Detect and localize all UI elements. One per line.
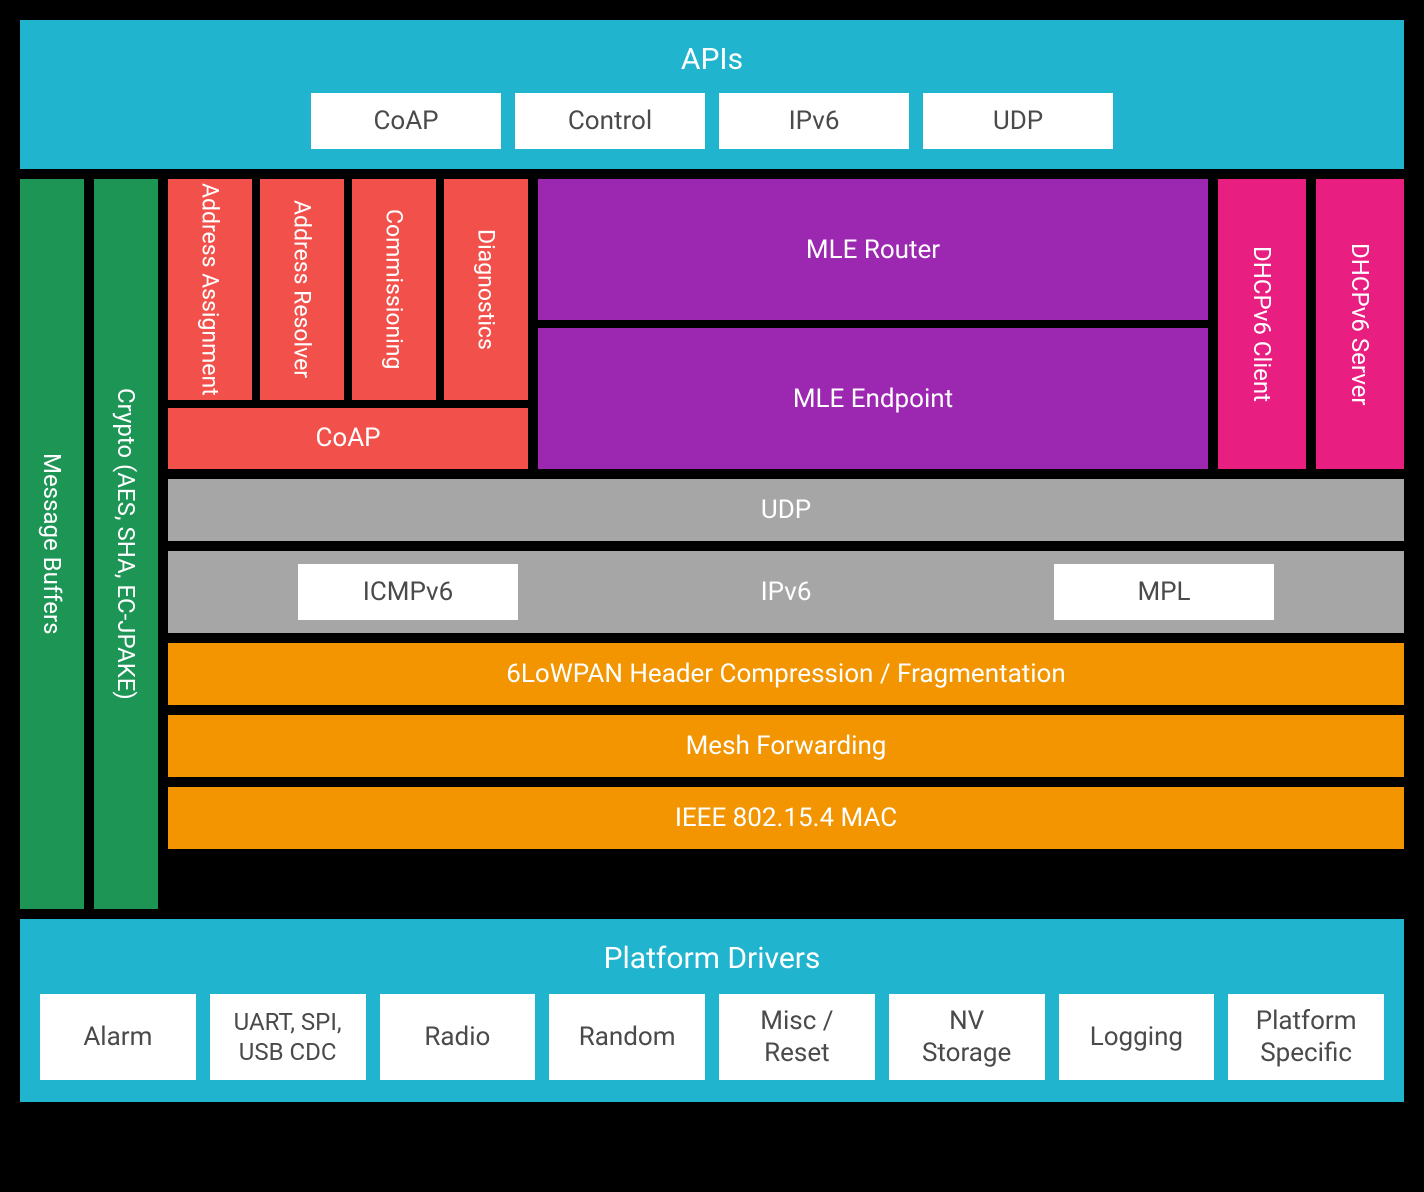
red-addr-assign: Address Assignment (168, 179, 252, 400)
red-commissioning: Commissioning (352, 179, 436, 400)
driver-misc-label: Misc /Reset (760, 1005, 833, 1070)
red-addr-resolver: Address Resolver (260, 179, 344, 400)
apis-section: APIs CoAP Control IPv6 UDP (20, 20, 1404, 169)
pink-group: DHCPv6 Client DHCPv6 Server (1218, 179, 1404, 469)
driver-logging: Logging (1059, 994, 1215, 1080)
driver-alarm: Alarm (40, 994, 196, 1080)
driver-platform: PlatformSpecific (1228, 994, 1384, 1080)
purple-mle-router: MLE Router (538, 179, 1208, 320)
orange-mesh: Mesh Forwarding (168, 715, 1404, 777)
red-group: Address Assignment Address Resolver Comm… (168, 179, 528, 469)
pink-dhcp-client: DHCPv6 Client (1218, 179, 1306, 469)
message-buffers-col: Message Buffers (20, 179, 84, 909)
gray-icmpv6: ICMPv6 (298, 564, 518, 620)
gray-udp: UDP (168, 479, 1404, 541)
api-box-udp: UDP (923, 93, 1113, 149)
middle-stack: Message Buffers Crypto (AES, SHA, EC-JPA… (20, 179, 1404, 909)
orange-6lowpan: 6LoWPAN Header Compression / Fragmentati… (168, 643, 1404, 705)
api-box-control: Control (515, 93, 705, 149)
driver-misc: Misc /Reset (719, 994, 875, 1080)
driver-uart-label: UART, SPI, USB CDC (210, 1007, 366, 1067)
pink-dhcp-server: DHCPv6 Server (1316, 179, 1404, 469)
purple-mle-endpoint: MLE Endpoint (538, 328, 1208, 469)
right-main: Address Assignment Address Resolver Comm… (168, 179, 1404, 909)
red-coap: CoAP (168, 408, 528, 469)
upper-row: Address Assignment Address Resolver Comm… (168, 179, 1404, 469)
gray-mpl: MPL (1054, 564, 1274, 620)
red-top-row: Address Assignment Address Resolver Comm… (168, 179, 528, 400)
gray-ipv6-row: ICMPv6 IPv6 MPL (168, 551, 1404, 633)
api-box-ipv6: IPv6 (719, 93, 909, 149)
driver-platform-label: PlatformSpecific (1256, 1005, 1357, 1070)
driver-nv-label: NVStorage (922, 1005, 1011, 1070)
driver-uart: UART, SPI, USB CDC (210, 994, 366, 1080)
crypto-col: Crypto (AES, SHA, EC-JPAKE) (94, 179, 158, 909)
gray-ipv6-center: IPv6 (518, 577, 1054, 607)
api-box-coap: CoAP (311, 93, 501, 149)
drivers-title: Platform Drivers (40, 933, 1384, 994)
purple-group: MLE Router MLE Endpoint (538, 179, 1208, 469)
driver-radio: Radio (380, 994, 536, 1080)
apis-row: CoAP Control IPv6 UDP (40, 93, 1384, 149)
drivers-row: Alarm UART, SPI, USB CDC Radio Random Mi… (40, 994, 1384, 1080)
drivers-section: Platform Drivers Alarm UART, SPI, USB CD… (20, 919, 1404, 1102)
driver-nv: NVStorage (889, 994, 1045, 1080)
red-diagnostics: Diagnostics (444, 179, 528, 400)
driver-random: Random (549, 994, 705, 1080)
orange-mac: IEEE 802.15.4 MAC (168, 787, 1404, 849)
apis-title: APIs (40, 34, 1384, 93)
